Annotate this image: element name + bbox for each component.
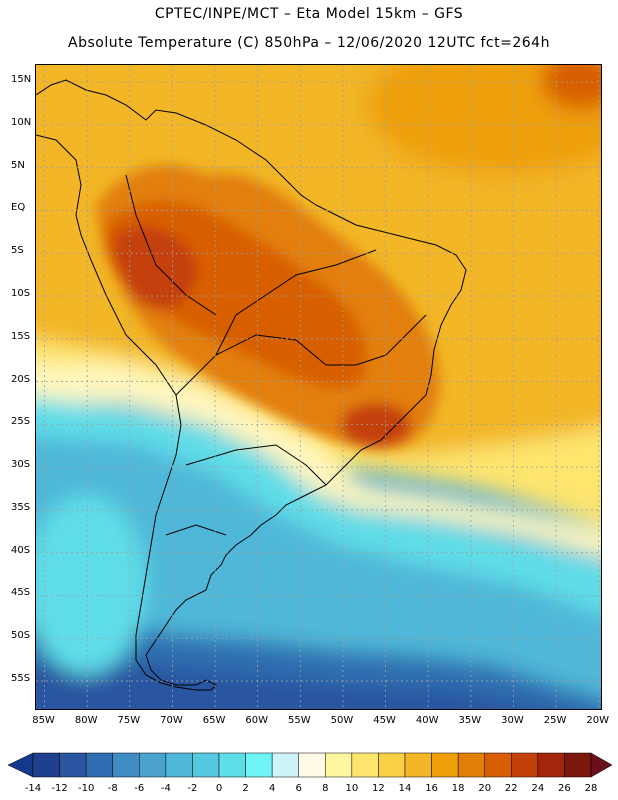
- colorbar-swatch: [85, 752, 113, 778]
- band-ocean-coldest: [36, 665, 554, 709]
- colorbar-swatch: [112, 752, 140, 778]
- colorbar-label: 0: [215, 783, 223, 794]
- lon-label-75W: 75W: [117, 715, 141, 726]
- lon-label-50W: 50W: [330, 715, 354, 726]
- border-interior-1: [175, 314, 427, 396]
- colorbar-label: 4: [268, 783, 276, 794]
- lon-label-25W: 25W: [543, 715, 567, 726]
- colorbar-swatch: [511, 752, 539, 778]
- lat-label-40S: 40S: [11, 544, 31, 556]
- colorbar-swatch: [351, 752, 379, 778]
- colorbar-swatch: [431, 752, 459, 778]
- colorbar-swatch: [218, 752, 246, 778]
- lat-label-5S: 5S: [11, 245, 24, 257]
- lon-label-85W: 85W: [32, 715, 55, 726]
- lat-label-45S: 45S: [11, 587, 31, 599]
- temperature-map: [35, 64, 602, 710]
- colorbar-label: 22: [504, 783, 518, 794]
- temperature-shading: [36, 65, 601, 709]
- colorbar-swatch: [325, 752, 353, 778]
- lon-label-45W: 45W: [373, 715, 396, 726]
- patch-amazon-hottest: [114, 226, 197, 309]
- colorbar-swatch: [271, 752, 299, 778]
- colorbar-swatch: [484, 752, 512, 778]
- border-interior-4: [165, 524, 227, 536]
- colorbar-label: 8: [322, 783, 329, 794]
- colorbar-label: 26: [558, 783, 571, 794]
- border-interior-2: [215, 249, 377, 356]
- band-pale-white: [36, 365, 601, 559]
- border-interior-3: [185, 444, 327, 486]
- coastline-borders: [36, 79, 467, 691]
- colorbar-label: 14: [398, 783, 412, 794]
- colorbar-label: -4: [160, 783, 171, 794]
- lat-label-15N: 15N: [11, 74, 32, 86]
- lat-label-15S: 15S: [11, 330, 31, 342]
- map-title-line-1: CPTEC/INPE/MCT – Eta Model 15km – GFS: [154, 6, 464, 22]
- colorbar-label: 20: [478, 783, 492, 794]
- patch-tropic-orange-north: [366, 65, 601, 175]
- coastline-south-america: [36, 79, 467, 691]
- lat-label-50S: 50S: [11, 630, 31, 642]
- lon-label-30W: 30W: [501, 715, 524, 726]
- lon-label-70W: 70W: [160, 715, 183, 726]
- lat-label-5N: 5N: [11, 159, 25, 171]
- lat-label-10S: 10S: [11, 288, 31, 300]
- lat-label-35S: 35S: [11, 501, 31, 513]
- border-interior-5: [125, 174, 217, 316]
- colorbar-swatch: [32, 752, 60, 778]
- map-title-line-2: Absolute Temperature (C) 850hPa – 12/06/…: [68, 35, 550, 51]
- lon-label-20W: 20W: [586, 715, 610, 726]
- colorbar-label: -6: [134, 783, 145, 794]
- colorbar-label: 24: [531, 783, 545, 794]
- lon-label-35W: 35W: [458, 715, 482, 726]
- lon-label-40W: 40W: [415, 715, 439, 726]
- colorbar-label: -2: [187, 783, 198, 794]
- colorbar-label: 6: [295, 783, 302, 794]
- lat-label-EQ: EQ: [11, 202, 26, 214]
- lat-label-25S: 25S: [11, 416, 31, 428]
- lon-label-65W: 65W: [202, 715, 226, 726]
- lat-label-55S: 55S: [11, 673, 31, 685]
- colorbar-label: -8: [107, 783, 118, 794]
- colorbar-swatch: [139, 752, 167, 778]
- colorbar-swatch: [457, 752, 485, 778]
- colorbar-over-arrow: [590, 752, 613, 778]
- colorbar-swatch: [537, 752, 565, 778]
- colorbar-swatch: [564, 752, 592, 778]
- temperature-field-svg: [36, 65, 601, 709]
- lon-label-55W: 55W: [288, 715, 311, 726]
- lon-label-80W: 80W: [74, 715, 98, 726]
- colorbar-label: 16: [425, 783, 438, 794]
- colorbar-label: 2: [242, 783, 249, 794]
- patch-hot-southeast: [341, 403, 411, 447]
- colorbar-label: 28: [584, 783, 598, 794]
- lon-label-60W: 60W: [245, 715, 268, 726]
- colorbar-label: -14: [24, 783, 42, 794]
- colorbar-swatch: [59, 752, 87, 778]
- colorbar-swatch: [378, 752, 406, 778]
- colorbar-label: 10: [345, 783, 359, 794]
- colorbar-under-arrow: [7, 752, 34, 778]
- colorbar-swatch: [245, 752, 273, 778]
- colorbar-swatch: [165, 752, 193, 778]
- lat-label-10N: 10N: [11, 116, 32, 128]
- colorbar-label: -10: [77, 783, 95, 794]
- patch-warm-west-cold: [36, 495, 146, 675]
- band-ocean-mild: [36, 397, 601, 616]
- colorbar-label: 12: [372, 783, 385, 794]
- lat-label-30S: 30S: [11, 459, 31, 471]
- temperature-colorbar: [7, 752, 613, 778]
- colorbar-label: 18: [451, 783, 465, 794]
- colorbar-swatch: [298, 752, 326, 778]
- colorbar-swatch: [192, 752, 220, 778]
- colorbar-swatch: [404, 752, 432, 778]
- colorbar-label: -12: [51, 783, 68, 794]
- lat-label-20S: 20S: [11, 373, 31, 385]
